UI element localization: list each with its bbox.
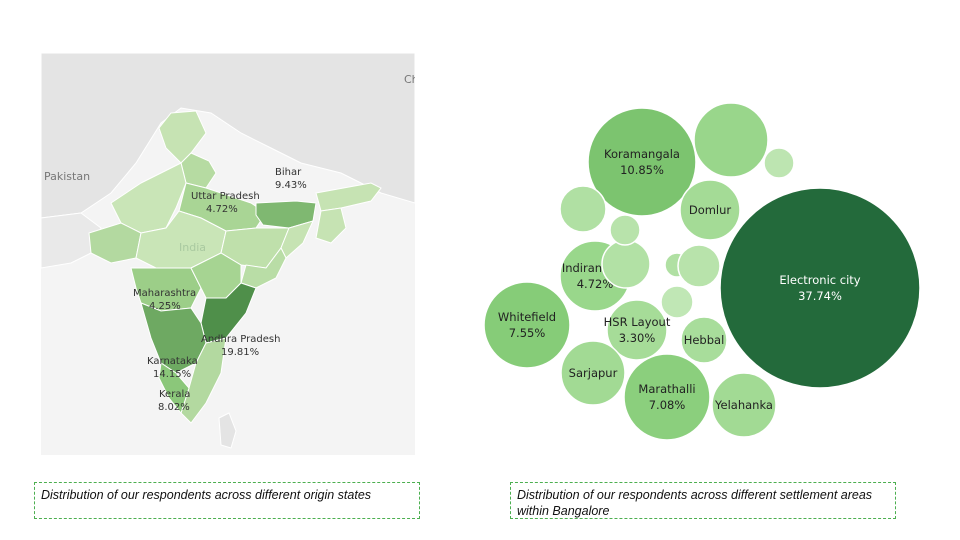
bubble-value-marathalli: 7.08%	[649, 398, 686, 412]
bubble-label-sarjapur: Sarjapur	[569, 366, 618, 380]
bubble-marathalli	[623, 353, 711, 441]
bubble-value-hsr-layout: 3.30%	[619, 331, 656, 345]
uttar-pradesh-value-label: 4.72%	[206, 204, 238, 215]
bubble-chart: Electronic city 37.74% Koramangala 10.85% Wh…	[470, 90, 940, 450]
bubble-yelahanka	[711, 372, 777, 438]
bubble-label-koramangala: Koramangala	[604, 147, 680, 161]
kerala-value-label: 8.02%	[158, 402, 190, 413]
bubble-hsr-layout	[606, 299, 668, 361]
bubble-unlabeled-13	[609, 214, 641, 246]
caption-origin-states: Distribution of our respondents across d…	[34, 482, 420, 519]
bubble-label-domlur: Domlur	[689, 203, 732, 217]
state-west-bengal	[280, 220, 314, 259]
andhra-pradesh-value-label: 19.81%	[221, 347, 259, 358]
china-partial-label: Ch	[404, 73, 415, 86]
bubble-value-electronic-city: 37.74%	[798, 289, 842, 303]
bubble-hebbal	[680, 316, 728, 364]
india-map-svg: Pakistan India Ch Bihar 9.43% Uttar Prad…	[41, 53, 415, 455]
bubble-label-yelahanka: Yelahanka	[714, 398, 773, 412]
state-northeast-2	[315, 207, 347, 244]
bubble-unlabeled-15	[677, 244, 721, 288]
uttar-pradesh-name-label: Uttar Pradesh	[191, 191, 260, 202]
bubble-unlabeled-11	[601, 239, 651, 289]
bubble-electronic-city	[719, 187, 921, 389]
bubble-domlur	[679, 179, 741, 241]
maharashtra-value-label: 4.25%	[149, 301, 181, 312]
bubble-value-koramangala: 10.85%	[620, 163, 664, 177]
bubble-unlabeled-12	[559, 185, 607, 233]
bubble-unlabeled-16	[660, 285, 694, 319]
bubble-label-whitefield: Whitefield	[498, 310, 556, 324]
bihar-value-label: 9.43%	[275, 180, 307, 191]
karnataka-value-label: 14.15%	[153, 369, 191, 380]
sri-lanka	[218, 412, 237, 449]
karnataka-name-label: Karnataka	[147, 356, 198, 367]
bubble-unlabeled-17	[763, 147, 795, 179]
bubble-value-indiranagar: 4.72%	[577, 277, 614, 291]
bihar-name-label: Bihar	[275, 167, 302, 178]
bubble-chart-svg: Electronic city 37.74% Koramangala 10.85% Wh…	[483, 102, 921, 441]
bubble-label-marathalli: Marathalli	[638, 382, 695, 396]
state-kerala	[158, 362, 190, 415]
kerala-name-label: Kerala	[159, 389, 190, 400]
bubble-label-electronic-city: Electronic city	[779, 273, 860, 287]
andhra-pradesh-name-label: Andhra Pradesh	[201, 334, 280, 345]
bubble-label-hsr-layout: HSR Layout	[604, 315, 671, 329]
pakistan-label: Pakistan	[44, 170, 90, 183]
bubble-whitefield	[483, 281, 571, 369]
bubble-label-hebbal: Hebbal	[684, 333, 725, 347]
india-label: India	[179, 241, 206, 254]
india-map: Pakistan India Ch Bihar 9.43% Uttar Prad…	[41, 53, 415, 455]
bubble-unlabeled-10	[693, 102, 769, 178]
maharashtra-name-label: Maharashtra	[133, 288, 196, 299]
bubble-koramangala	[587, 107, 697, 217]
bubble-sarjapur	[560, 340, 626, 406]
bubble-value-whitefield: 7.55%	[509, 326, 546, 340]
neighbour-land	[41, 53, 415, 219]
caption-settlement-areas: Distribution of our respondents across d…	[510, 482, 896, 519]
